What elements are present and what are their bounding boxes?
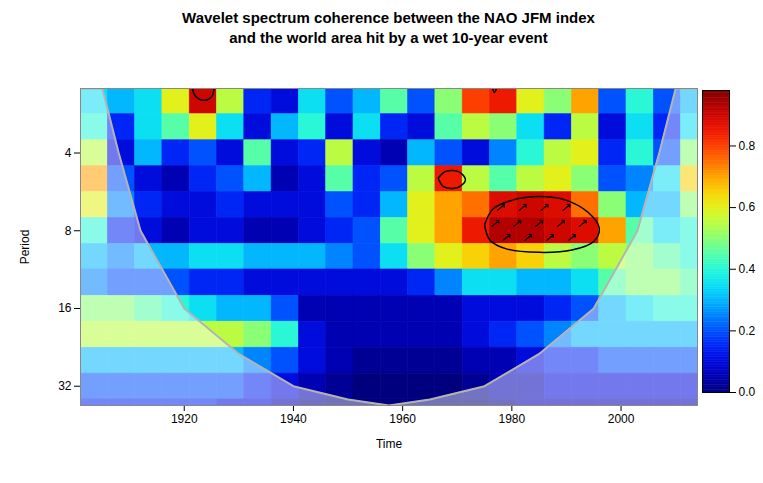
svg-text:2000: 2000 xyxy=(608,412,635,426)
svg-text:0.8: 0.8 xyxy=(739,139,756,153)
svg-text:0.4: 0.4 xyxy=(739,262,756,276)
svg-text:0.0: 0.0 xyxy=(739,385,756,399)
svg-text:1920: 1920 xyxy=(171,412,198,426)
svg-text:1960: 1960 xyxy=(389,412,416,426)
svg-text:8: 8 xyxy=(65,224,72,238)
html-text:Wavelet spectrum coherence bet: Wavelet spectrum coherence between the N… xyxy=(182,9,595,46)
svg-text:4: 4 xyxy=(65,146,72,160)
svg-text:0.2: 0.2 xyxy=(739,324,756,338)
svg-text:Time: Time xyxy=(376,437,403,451)
svg-text:0.6: 0.6 xyxy=(739,200,756,214)
svg-text:1980: 1980 xyxy=(499,412,526,426)
svg-text:Period: Period xyxy=(18,230,32,265)
svg-text:32: 32 xyxy=(58,379,72,393)
svg-text:1940: 1940 xyxy=(280,412,307,426)
svg-text:16: 16 xyxy=(58,301,72,315)
